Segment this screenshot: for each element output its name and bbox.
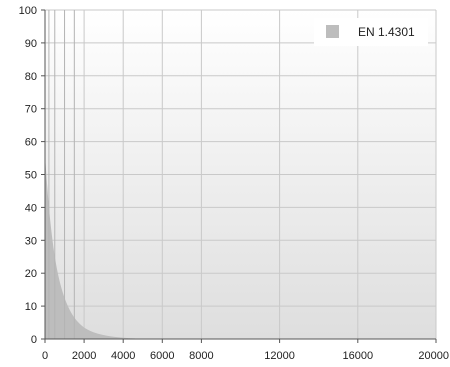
legend-swatch (326, 25, 339, 38)
x-tick-label: 2000 (72, 350, 96, 362)
x-tick-label: 4000 (111, 350, 135, 362)
y-tick-label: 30 (25, 235, 37, 247)
tick-labels: 0 10 20 30 40 50 60 70 80 90 100 0 2000 4000 6000 8000 1… (19, 5, 449, 362)
legend-label: EN 1.4301 (358, 25, 415, 39)
y-tick-label: 40 (25, 202, 37, 214)
x-tick-label: 16000 (343, 350, 374, 362)
y-tick-label: 50 (25, 170, 37, 182)
x-tick-label: 12000 (264, 350, 295, 362)
y-tick-label: 100 (19, 5, 37, 17)
x-tick-label: 6000 (150, 350, 174, 362)
y-tick-label: 80 (25, 71, 37, 83)
y-tick-label: 0 (31, 334, 37, 346)
grid-lines (45, 9, 437, 339)
y-tick-label: 20 (25, 268, 37, 280)
axes (41, 9, 437, 343)
x-tick-label: 20000 (418, 350, 449, 362)
legend: EN 1.4301 (314, 18, 428, 46)
y-tick-label: 90 (25, 38, 37, 50)
y-tick-label: 10 (25, 301, 37, 313)
x-tick-label: 8000 (189, 350, 213, 362)
reference-lines (48, 10, 75, 339)
y-tick-label: 70 (25, 104, 37, 116)
y-tick-label: 60 (25, 137, 37, 149)
x-tick-label: 0 (42, 350, 48, 362)
